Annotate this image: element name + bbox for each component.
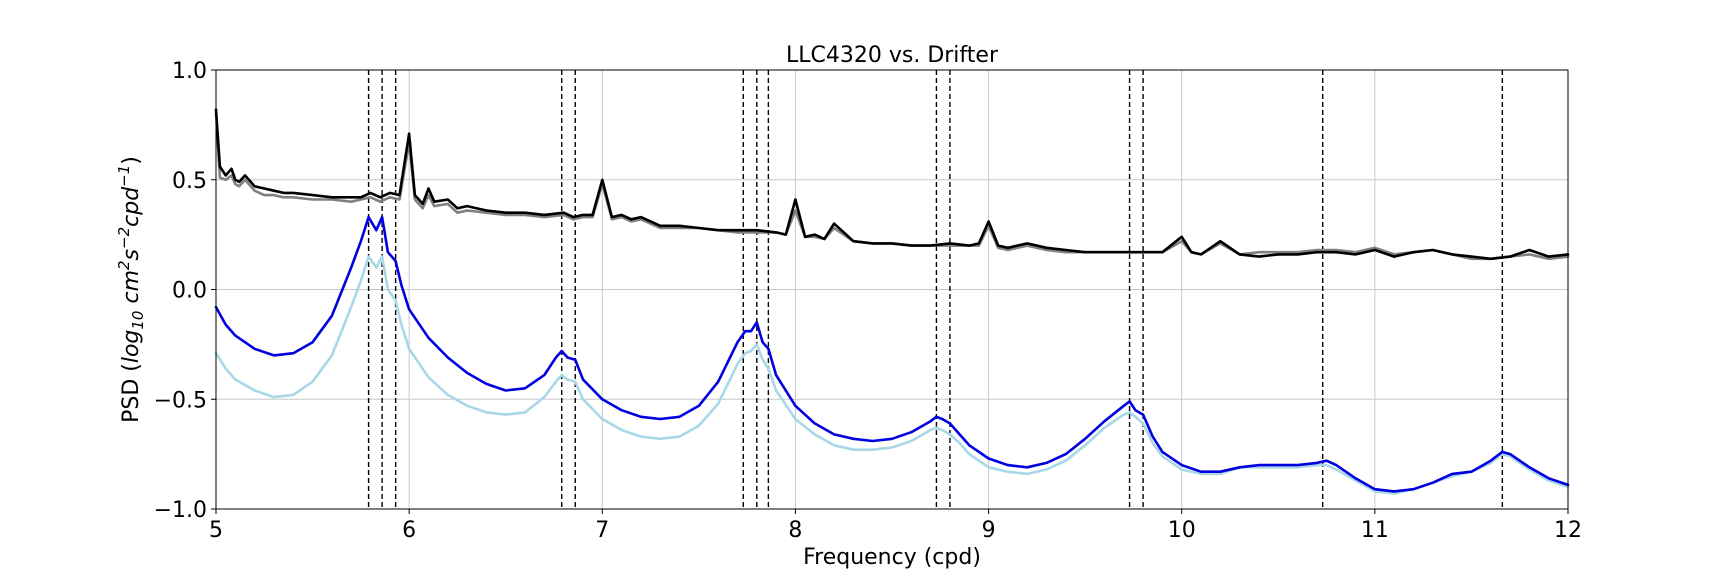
y-tick-label-1: 0.5 [172,169,207,194]
x-tick-label-3: 8 [788,518,802,543]
y-label-log-sub: 10 [129,311,147,330]
x-tick-label-0: 5 [209,518,223,543]
series-line-1 [214,112,1570,261]
gridlines [215,69,1569,510]
y-label-log: log [119,330,144,364]
x-axis-label: Frequency (cpd) [803,545,981,570]
y-label-s-sup: −2 [115,227,133,249]
y-tick-label-3: −0.5 [154,388,207,413]
axis-ticks: 5 6 7 8 9 10 11 12 1.0 0.5 0.0 −0.5 −1.0 [154,59,1582,543]
y-axis-label: PSD (log10 cm2s−2cpd−1) [115,156,147,423]
y-label-suffix: ) [119,156,144,165]
series-line-3 [214,255,1570,495]
x-tick-label-6: 11 [1361,518,1389,543]
y-label-cpd: cpd [119,186,144,227]
x-tick-label-5: 10 [1168,518,1196,543]
chart-title: LLC4320 vs. Drifter [786,43,999,68]
y-label-cm-sup: 2 [115,260,133,270]
series-line-2 [214,215,1570,493]
y-label-cm: cm [119,270,144,311]
y-label-prefix: PSD ( [119,363,144,423]
y-tick-label-4: −1.0 [154,498,207,523]
y-label-cpd-sup: −1 [115,165,133,187]
dashed-reference-lines [367,70,1504,509]
series-line-0 [214,108,1570,261]
y-tick-label-0: 1.0 [172,59,207,84]
y-label-s: s [119,249,144,260]
psd-series-lines [214,108,1570,495]
y-tick-label-2: 0.0 [172,279,207,304]
x-tick-label-7: 12 [1554,518,1582,543]
x-tick-label-2: 7 [595,518,609,543]
x-tick-label-4: 9 [982,518,996,543]
x-tick-label-1: 6 [402,518,416,543]
